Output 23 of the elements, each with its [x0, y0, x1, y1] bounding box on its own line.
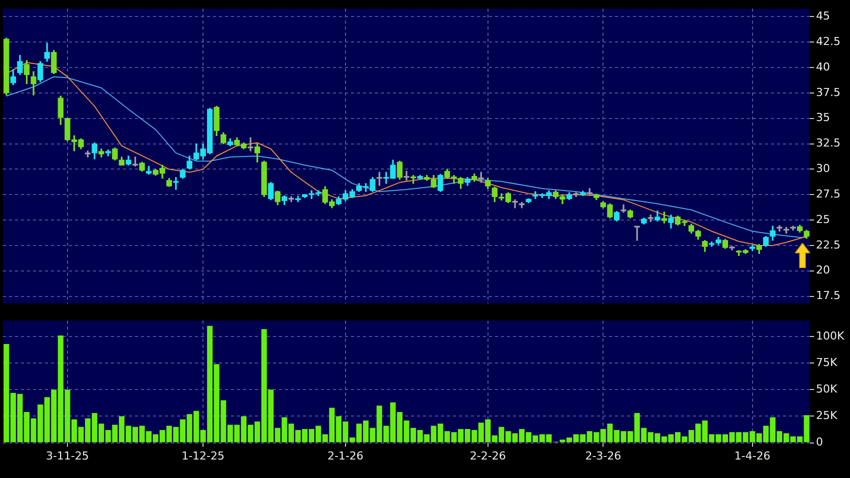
y-tick-label: 40: [816, 60, 830, 74]
y-tick-label: 30: [816, 162, 830, 176]
y-tick-label: 50K: [816, 382, 838, 396]
y-tick-label: 75K: [816, 356, 838, 369]
y-tick-label: 22.5: [816, 238, 840, 252]
y-tick-label: 100K: [816, 329, 845, 342]
y-tick-label: 0: [816, 436, 823, 449]
x-tick-label: 2-1-26: [328, 449, 364, 462]
y-tick-label: 32.5: [816, 136, 840, 150]
y-tick-label: 27.5: [816, 187, 840, 200]
y-tick-label: 37.5: [816, 86, 840, 99]
y-tick-label: 25K: [816, 409, 838, 422]
y-tick-label: 25: [816, 212, 830, 226]
y-tick-label: 42.5: [816, 35, 840, 48]
x-tick-label: 2-3-26: [585, 449, 622, 462]
x-tick-label: 3-11-25: [46, 449, 89, 462]
x-tick-label: 1-12-25: [182, 449, 225, 462]
y-tick-label: 35: [816, 111, 830, 124]
x-tick-label: 2-2-26: [470, 449, 506, 462]
y-tick-label: 17.5: [816, 289, 840, 302]
y-tick-label: 45: [816, 10, 830, 23]
x-tick-label: 1-4-26: [734, 449, 770, 462]
y-tick-label: 20: [816, 264, 830, 277]
